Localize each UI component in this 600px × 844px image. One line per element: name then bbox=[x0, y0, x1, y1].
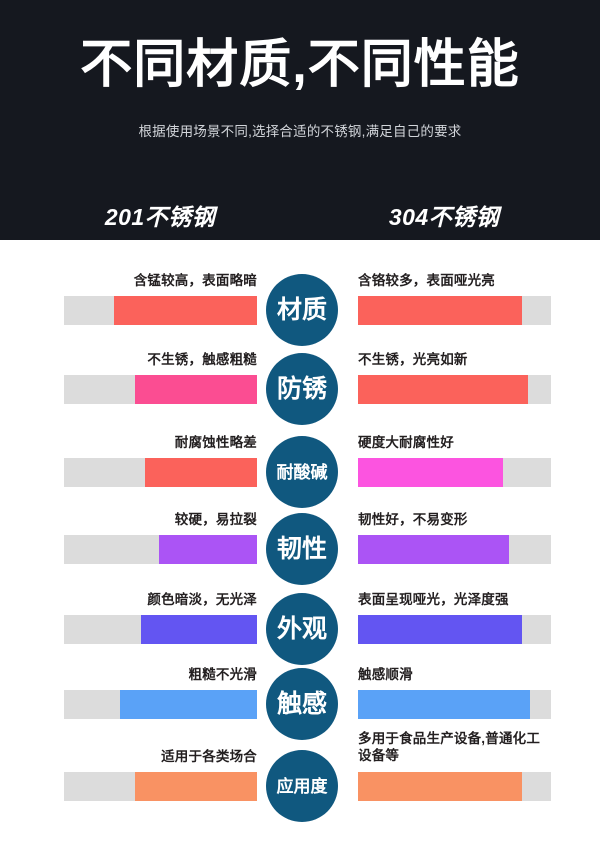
row-caption-right: 触感顺滑 bbox=[358, 667, 413, 682]
row-caption-right: 多用于食品生产设备,普通化工设备等 bbox=[358, 731, 541, 763]
bar-fill-right bbox=[358, 375, 528, 404]
metric-badge-label: 触感 bbox=[276, 689, 327, 718]
bar-fill-right bbox=[358, 615, 523, 644]
bar-fill-left bbox=[119, 690, 257, 719]
page-subtitle: 根据使用场景不同,选择合适的不锈钢,满足自己的要求 bbox=[138, 124, 462, 139]
row-caption-left: 较硬，易拉裂 bbox=[174, 512, 257, 527]
bar-track-left bbox=[64, 772, 257, 801]
bar-track-left bbox=[64, 690, 257, 719]
row-caption-left: 不生锈，触感粗糙 bbox=[147, 352, 257, 367]
metric-badge: 防锈 bbox=[266, 353, 338, 425]
bar-fill-left bbox=[114, 296, 257, 325]
metric-badge-label: 防锈 bbox=[276, 374, 327, 403]
row-caption-left: 含锰较高，表面略暗 bbox=[133, 273, 257, 288]
bar-track-right bbox=[358, 690, 551, 719]
bar-track-left bbox=[64, 615, 257, 644]
column-header-left: 201不锈钢 bbox=[104, 204, 216, 230]
bar-fill-right bbox=[358, 772, 523, 801]
bar-track-right bbox=[358, 615, 551, 644]
bar-track-right bbox=[358, 375, 551, 404]
bar-track-left bbox=[64, 458, 257, 487]
bar-fill-left bbox=[158, 535, 257, 564]
row-caption-left: 颜色暗淡，无光泽 bbox=[147, 592, 257, 607]
bar-fill-left bbox=[135, 375, 257, 404]
metric-badge-label: 外观 bbox=[276, 614, 327, 643]
metric-badge: 触感 bbox=[266, 668, 338, 740]
metric-badge: 材质 bbox=[266, 274, 338, 346]
header-banner: 不同材质,不同性能 根据使用场景不同,选择合适的不锈钢,满足自己的要求 201不… bbox=[0, 0, 600, 240]
row-caption-right: 硬度大耐腐性好 bbox=[358, 435, 454, 450]
metric-badge: 应用度 bbox=[266, 750, 338, 822]
row-caption-left: 粗糙不光滑 bbox=[188, 667, 257, 682]
metric-badge-label: 应用度 bbox=[276, 776, 328, 796]
bar-track-right bbox=[358, 535, 551, 564]
metric-badge-label: 耐酸碱 bbox=[276, 462, 328, 482]
bar-fill-left bbox=[145, 458, 257, 487]
bar-track-left bbox=[64, 535, 257, 564]
bar-track-left bbox=[64, 375, 257, 404]
row-caption-right: 含铬较多，表面哑光亮 bbox=[358, 273, 495, 288]
bar-track-left bbox=[64, 296, 257, 325]
row-caption-left: 耐腐蚀性略差 bbox=[174, 435, 257, 450]
bar-fill-right bbox=[358, 690, 530, 719]
metric-badge-label: 韧性 bbox=[276, 534, 327, 563]
bar-track-right bbox=[358, 296, 551, 325]
bar-fill-right bbox=[358, 535, 509, 564]
bar-track-right bbox=[358, 458, 551, 487]
column-header-right: 304不锈钢 bbox=[388, 204, 500, 230]
row-caption-right: 韧性好，不易变形 bbox=[358, 512, 468, 527]
row-caption-right: 不生锈，光亮如新 bbox=[358, 352, 468, 367]
bar-fill-left bbox=[135, 772, 257, 801]
row-caption-left: 适用于各类场合 bbox=[161, 749, 257, 764]
metric-badge: 耐酸碱 bbox=[266, 436, 338, 508]
metric-badge: 外观 bbox=[266, 593, 338, 665]
bar-fill-right bbox=[358, 296, 523, 325]
bar-track-right bbox=[358, 772, 551, 801]
metric-badge-label: 材质 bbox=[276, 295, 327, 324]
bar-fill-right bbox=[358, 458, 503, 487]
page-title: 不同材质,不同性能 bbox=[80, 36, 520, 94]
metric-badge: 韧性 bbox=[266, 513, 338, 585]
bar-fill-left bbox=[141, 615, 257, 644]
row-caption-right: 表面呈现哑光，光泽度强 bbox=[358, 592, 509, 607]
